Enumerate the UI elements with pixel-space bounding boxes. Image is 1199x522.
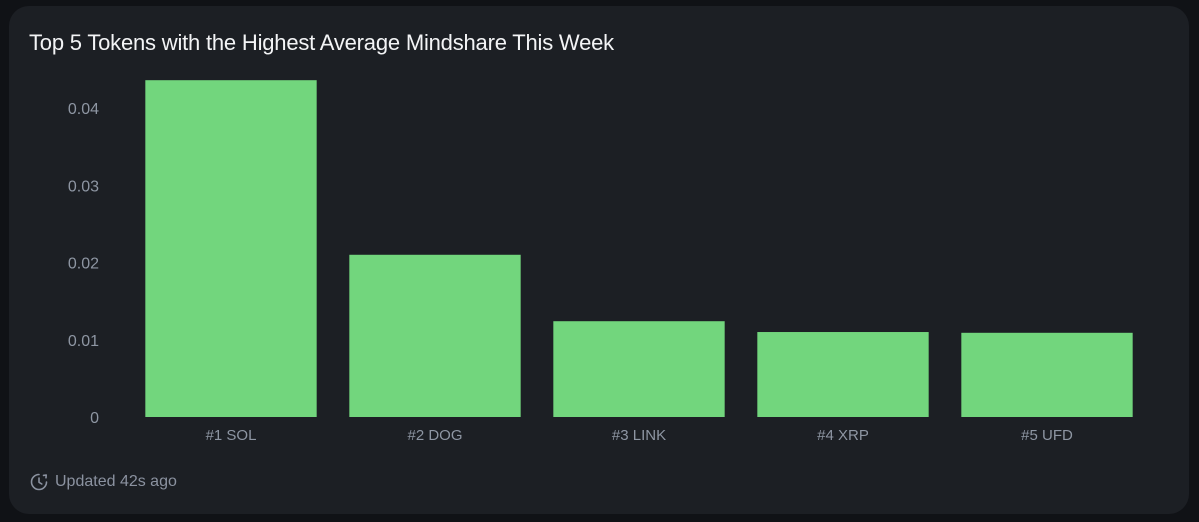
chart-title: Top 5 Tokens with the Highest Average Mi… xyxy=(29,30,614,55)
bar[interactable] xyxy=(757,332,929,417)
bar[interactable] xyxy=(145,80,317,417)
clock-refresh-icon xyxy=(30,473,48,491)
updated-text: Updated 42s ago xyxy=(55,473,177,490)
bar[interactable] xyxy=(553,321,725,417)
y-tick-label: 0.01 xyxy=(68,333,99,350)
x-tick-label: #3 LINK xyxy=(612,427,666,444)
x-tick-label: #1 SOL xyxy=(206,427,257,444)
x-tick-label: #4 XRP xyxy=(817,427,869,444)
x-tick-label: #2 DOG xyxy=(407,427,462,444)
updated-status: Updated 42s ago xyxy=(29,472,177,492)
bar[interactable] xyxy=(961,332,1133,417)
y-axis-ticks: 0 0.01 0.02 0.03 0.04 xyxy=(68,101,99,427)
y-tick-label: 0.04 xyxy=(68,101,99,118)
x-axis-ticks: #1 SOL #2 DOG #3 LINK #4 XRP #5 UFD xyxy=(206,427,1073,444)
chart-card: Top 5 Tokens with the Highest Average Mi… xyxy=(9,6,1189,514)
bars xyxy=(145,80,1133,417)
y-tick-label: 0 xyxy=(90,410,99,427)
y-tick-label: 0.03 xyxy=(68,178,99,195)
x-tick-label: #5 UFD xyxy=(1021,427,1073,444)
y-tick-label: 0.02 xyxy=(68,256,99,273)
bar[interactable] xyxy=(349,254,521,417)
bar-chart: 0 0.01 0.02 0.03 0.04 #1 SOL #2 DOG #3 LINK #4 … xyxy=(68,80,1133,444)
